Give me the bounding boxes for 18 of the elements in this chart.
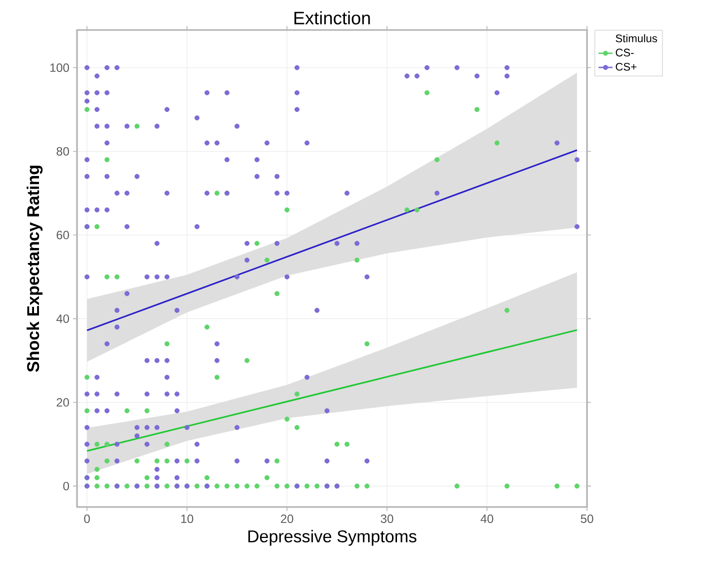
y-axis-title: Shock Expectancy Rating: [26, 166, 43, 372]
legend-label: CS-: [616, 48, 634, 56]
y-tick-label: 40: [56, 314, 70, 323]
x-tick-label: 50: [580, 514, 594, 524]
x-tick-label: 20: [280, 514, 294, 524]
x-tick-label: 10: [181, 514, 194, 524]
x-tick-label: 0: [84, 514, 90, 524]
x-tick-label: 40: [480, 514, 494, 524]
y-tick-label: 60: [56, 230, 70, 240]
legend-label: CS+: [616, 62, 636, 71]
y-tick-label: 20: [56, 398, 70, 407]
y-tick-label: 0: [63, 482, 70, 490]
y-tick-label: 80: [56, 147, 70, 156]
chart-title: Extinction: [294, 11, 370, 24]
x-tick-label: 30: [380, 514, 394, 524]
y-tick-label: 100: [50, 63, 70, 72]
legend-title: Stimulus: [616, 34, 658, 42]
x-axis-title: Depressive Symptoms: [248, 530, 416, 546]
